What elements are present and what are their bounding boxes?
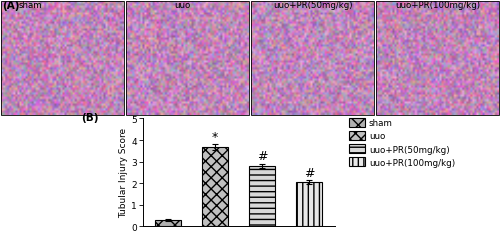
Bar xyxy=(250,166,275,226)
Text: #: # xyxy=(304,167,314,179)
Bar xyxy=(296,182,322,226)
Legend: sham, uuo, uuo+PR(50mg/kg), uuo+PR(100mg/kg): sham, uuo, uuo+PR(50mg/kg), uuo+PR(100mg… xyxy=(347,117,457,169)
Text: *: * xyxy=(212,131,218,144)
Text: sham: sham xyxy=(18,1,42,10)
Bar xyxy=(156,220,181,226)
Bar xyxy=(251,2,374,116)
Text: (B): (B) xyxy=(81,112,98,122)
Text: #: # xyxy=(257,150,268,163)
Text: uuo+PR(50mg/kg): uuo+PR(50mg/kg) xyxy=(273,1,352,10)
Y-axis label: Tubular Injury Score: Tubular Injury Score xyxy=(120,128,128,218)
Bar xyxy=(376,2,498,116)
Text: uuo: uuo xyxy=(174,1,190,10)
Bar xyxy=(1,2,124,116)
Text: (A): (A) xyxy=(2,1,20,11)
Bar xyxy=(202,147,228,226)
Text: uuo+PR(100mg/kg): uuo+PR(100mg/kg) xyxy=(395,1,480,10)
Bar xyxy=(126,2,248,116)
